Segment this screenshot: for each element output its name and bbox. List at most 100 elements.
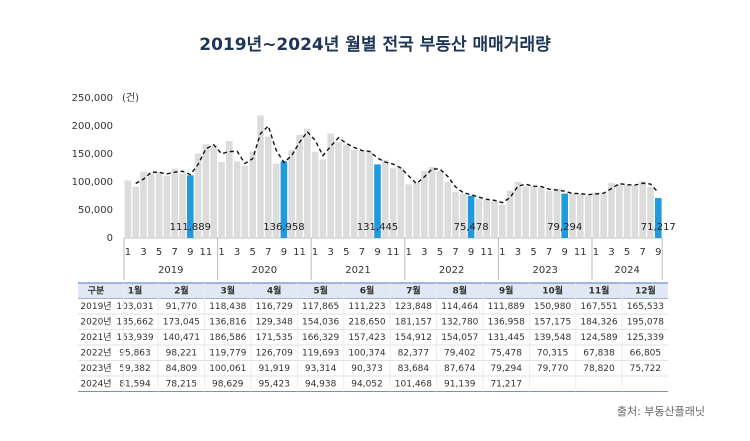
- bar: [553, 188, 561, 238]
- bar: [530, 185, 537, 238]
- y-unit: (건): [122, 92, 139, 104]
- bar: [491, 200, 498, 238]
- bar: [296, 134, 303, 238]
- table-cell: 136,958: [488, 317, 525, 327]
- bar: [179, 173, 186, 238]
- table-cell: 166,329: [302, 333, 339, 343]
- bar: [397, 167, 405, 238]
- x-tick-label: 3: [234, 247, 240, 258]
- table-cell: 2021년: [80, 332, 111, 343]
- table-cell: 126,709: [256, 348, 293, 358]
- table-cell: 186,586: [209, 333, 246, 343]
- x-tick-label: 9: [468, 247, 474, 258]
- x-tick-label: 5: [624, 247, 630, 258]
- x-tick-label: 5: [156, 247, 162, 258]
- x-tick-label: 11: [293, 247, 306, 258]
- bar: [202, 144, 210, 238]
- x-tick-label: 7: [640, 247, 646, 258]
- table-cell: 116,729: [256, 302, 293, 312]
- table-cell: 131,445: [488, 333, 525, 343]
- table-cell: 91,919: [258, 364, 290, 374]
- bar: [265, 136, 272, 238]
- bar: [257, 115, 264, 238]
- table-cell: 154,057: [441, 333, 478, 343]
- bar: [436, 170, 444, 238]
- bar: [241, 165, 249, 238]
- x-tick-label: 3: [421, 247, 427, 258]
- x-tick-label: 5: [437, 247, 443, 258]
- bar: [148, 172, 155, 238]
- table-header-cell: 1월: [128, 284, 143, 296]
- x-group-label: 2021: [345, 265, 370, 276]
- bar: [522, 186, 529, 238]
- y-tick-label: 50,000: [78, 205, 113, 216]
- bar: [187, 175, 194, 238]
- table-cell: 81,594: [119, 379, 151, 389]
- x-tick-label: 11: [480, 247, 493, 258]
- table-header-cell: 구분: [88, 285, 105, 296]
- bar: [335, 141, 342, 238]
- table-cell: 78,820: [583, 364, 615, 374]
- source: 출처: 부동산플래닛: [617, 405, 705, 418]
- bar: [584, 195, 592, 238]
- table-header-cell: 8월: [453, 284, 468, 296]
- table-header-cell: 12월: [635, 284, 656, 296]
- bar: [460, 193, 467, 238]
- table-cell: 93,314: [305, 364, 337, 374]
- x-tick-label: 3: [328, 247, 334, 258]
- table-header-cell: 3월: [221, 284, 236, 296]
- table-cell: 184,326: [580, 317, 617, 327]
- table-cell: 117,865: [302, 302, 339, 312]
- table-cell: 94,052: [351, 379, 383, 389]
- bar: [647, 186, 654, 238]
- bar: [374, 164, 381, 238]
- bar: [545, 191, 553, 238]
- x-tick-label: 9: [562, 247, 568, 258]
- table-cell: 157,423: [348, 333, 385, 343]
- x-tick-label: 1: [593, 247, 599, 258]
- bar: [639, 181, 646, 238]
- value-label: 136,958: [263, 222, 304, 233]
- table-cell: 67,838: [583, 348, 615, 358]
- table-cell: 91,770: [166, 302, 198, 312]
- x-tick-label: 7: [546, 247, 552, 258]
- table-cell: 83,684: [398, 364, 430, 374]
- bar: [592, 192, 600, 238]
- table-cell: 165,533: [627, 302, 664, 312]
- trend-line: [135, 124, 659, 204]
- bar: [467, 195, 475, 238]
- bar: [577, 193, 584, 238]
- bar: [428, 167, 436, 238]
- value-label: 75,478: [454, 222, 489, 233]
- bar: [171, 168, 178, 238]
- x-tick-label: 1: [499, 247, 505, 258]
- table-cell: 100,374: [348, 348, 385, 358]
- value-label: 79,294: [547, 222, 582, 233]
- x-tick-label: 11: [574, 247, 587, 258]
- value-label: 111,889: [170, 222, 211, 233]
- bar: [124, 180, 132, 238]
- table-cell: 135,662: [116, 317, 153, 327]
- x-tick-label: 3: [608, 247, 614, 258]
- table-cell: 79,402: [444, 348, 476, 358]
- bar: [350, 149, 358, 238]
- table-cell: 95,863: [119, 348, 151, 358]
- table-cell: 84,809: [166, 364, 198, 374]
- table-header-cell: 9월: [499, 284, 514, 296]
- table-cell: 98,629: [212, 379, 244, 389]
- x-tick-label: 7: [359, 247, 365, 258]
- bar: [452, 191, 459, 238]
- table-cell: 136,816: [209, 317, 246, 327]
- table-cell: 94,938: [305, 379, 337, 389]
- table-cell: 103,031: [116, 302, 153, 312]
- bar: [155, 171, 163, 238]
- table-header-cell: 2월: [174, 284, 189, 296]
- table-cell: 98,221: [166, 348, 198, 358]
- bar: [382, 159, 389, 238]
- table-cell: 167,551: [580, 302, 617, 312]
- x-group-label: 2023: [532, 265, 557, 276]
- bar: [506, 190, 514, 238]
- table-header-cell: 11월: [589, 284, 610, 296]
- table-cell: 153,939: [116, 333, 153, 343]
